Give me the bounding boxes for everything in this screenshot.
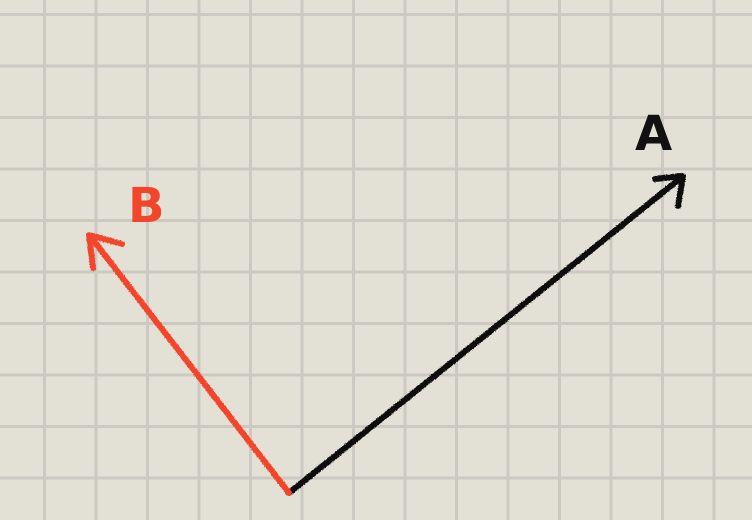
vector-a-label: A xyxy=(635,106,672,162)
vector-b xyxy=(86,232,292,496)
vector-a-arrowhead xyxy=(652,173,686,209)
vector-a xyxy=(286,173,686,496)
vector-b-shaft xyxy=(87,233,292,496)
vector-b-label: B xyxy=(128,178,165,234)
vector-b-arrowhead xyxy=(86,232,125,271)
vector-a-shaft xyxy=(286,174,685,496)
